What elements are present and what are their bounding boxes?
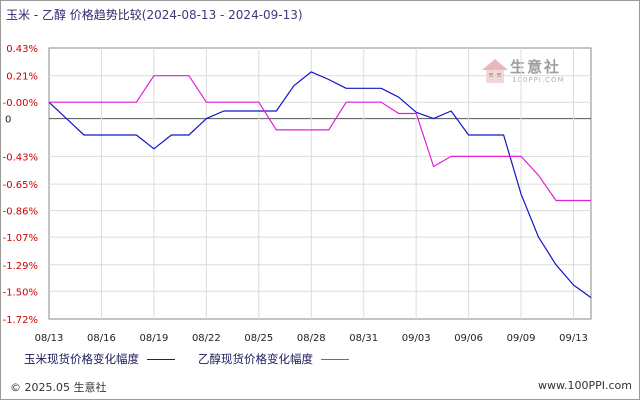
y-tick-label: 0: [5, 115, 11, 126]
y-tick-label: -0.86%: [3, 207, 38, 218]
series-line-corn: [48, 71, 592, 299]
title-text: 玉米 - 乙醇 价格趋势比较: [6, 8, 142, 22]
legend-label-ethanol: 乙醇现货价格变化幅度: [198, 352, 313, 366]
grid-lines: [49, 48, 591, 319]
house-logo-icon: [482, 59, 508, 83]
legend-label-corn: 玉米现货价格变化幅度: [24, 352, 139, 366]
watermark-logo: 生意社 100PPI.COM: [480, 52, 580, 92]
y-axis-ticks: 0.43% 0.21% -0.00% 0 -0.43% -0.65% -0.86% -1.07…: [3, 44, 38, 326]
x-tick-label: 08/19: [139, 333, 168, 344]
x-tick-label: 09/06: [454, 333, 483, 344]
legend-item-corn: 玉米现货价格变化幅度: [24, 351, 175, 367]
series-lines: [48, 71, 592, 299]
watermark-name: 生意社: [510, 58, 562, 76]
footer-copyright: © 2025.05 生意社: [10, 381, 107, 394]
chart-title: 玉米 - 乙醇 价格趋势比较(2024-08-13 - 2024-09-13): [6, 6, 303, 23]
y-tick-label: -0.43%: [3, 152, 38, 163]
legend-item-ethanol: 乙醇现货价格变化幅度: [198, 351, 349, 367]
y-tick-label: -1.07%: [3, 233, 38, 244]
y-tick-label: -1.72%: [3, 315, 38, 326]
legend-swatch-corn: [147, 359, 175, 360]
x-tick-label: 09/09: [507, 333, 536, 344]
series-line-ethanol: [49, 75, 591, 202]
x-tick-label: 08/28: [297, 333, 326, 344]
x-tick-label: 08/22: [192, 333, 221, 344]
y-tick-label: 0.43%: [6, 44, 38, 55]
footer-site-link[interactable]: www.100PPI.com: [538, 379, 632, 392]
y-tick-label: -0.00%: [3, 98, 38, 109]
x-tick-label: 09/13: [559, 333, 588, 344]
title-date-range: (2024-08-13 - 2024-09-13): [141, 8, 303, 22]
y-tick-label: -1.50%: [3, 287, 38, 298]
y-tick-label: 0.21%: [6, 72, 38, 83]
x-tick-label: 08/31: [349, 333, 378, 344]
x-tick-label: 08/25: [244, 333, 273, 344]
y-tick-label: -1.29%: [3, 261, 38, 272]
x-tick-label: 08/16: [87, 333, 116, 344]
x-tick-label: 09/03: [402, 333, 431, 344]
watermark-url: 100PPI.COM: [512, 76, 565, 84]
plot-area: [48, 47, 592, 320]
x-axis-ticks: 08/13 08/16 08/19 08/22 08/25 08/28 08/31 09/03…: [35, 333, 588, 344]
legend-swatch-ethanol: [321, 359, 349, 360]
x-tick-label: 08/13: [35, 333, 64, 344]
y-tick-label: -0.65%: [3, 180, 38, 191]
